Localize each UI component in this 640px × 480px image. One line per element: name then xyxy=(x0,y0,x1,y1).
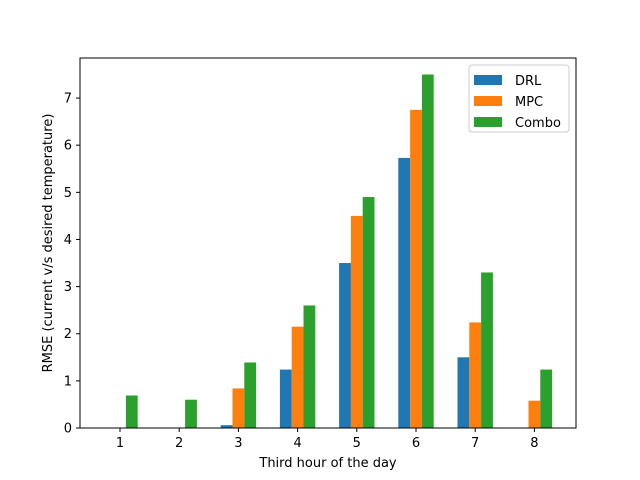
bar-combo-3 xyxy=(244,362,257,428)
y-tick-label-3: 3 xyxy=(64,280,72,295)
bar-drl-4 xyxy=(279,369,292,428)
bar-mpc-8 xyxy=(528,400,541,428)
bar-drl-6 xyxy=(398,157,411,429)
y-axis: 0 1 2 3 4 5 6 7 xyxy=(64,92,80,437)
y-tick-label-2: 2 xyxy=(64,327,72,342)
bar-combo-6 xyxy=(421,74,434,428)
bar-combo-2 xyxy=(185,399,197,428)
y-tick-label-7: 7 xyxy=(64,92,72,107)
x-tick-label-2: 2 xyxy=(175,436,183,451)
y-tick-label-5: 5 xyxy=(64,186,72,201)
plot-frame xyxy=(79,57,577,429)
y-axis-label: RMSE (current v/s desired temperature) xyxy=(41,114,56,373)
legend-label-drl: DRL xyxy=(515,74,542,89)
x-axis-label: Third hour of the day xyxy=(258,456,397,471)
x-tick-label-6: 6 xyxy=(412,436,420,451)
x-tick-label-8: 8 xyxy=(530,436,538,451)
legend-swatch-drl xyxy=(474,75,502,85)
x-tick-label-7: 7 xyxy=(471,436,479,451)
bar-drl-3 xyxy=(220,425,233,428)
bar-drl-5 xyxy=(339,263,351,428)
bar-combo-7 xyxy=(481,272,493,428)
y-tick-label-0: 0 xyxy=(64,422,72,437)
legend-swatch-combo xyxy=(474,117,502,127)
bar-mpc-7 xyxy=(469,322,482,428)
legend-label-mpc: MPC xyxy=(515,95,543,110)
bar-combo-4 xyxy=(303,305,316,428)
x-axis: 1 2 3 4 5 6 7 8 xyxy=(116,428,539,451)
bar-combo-1 xyxy=(125,395,138,428)
legend-label-combo: Combo xyxy=(515,116,561,131)
bar-mpc-3 xyxy=(232,388,245,428)
x-tick-label-4: 4 xyxy=(293,436,301,451)
y-tick-label-4: 4 xyxy=(64,233,72,248)
legend-swatch-mpc xyxy=(474,96,502,106)
x-tick-label-3: 3 xyxy=(234,436,242,451)
bar-drl-7 xyxy=(457,357,470,428)
x-tick-label-5: 5 xyxy=(353,436,361,451)
bar-mpc-6 xyxy=(410,109,422,428)
legend: DRL MPC Combo xyxy=(468,64,570,133)
bars-layer xyxy=(125,74,553,429)
x-tick-label-1: 1 xyxy=(116,436,124,451)
bar-combo-5 xyxy=(362,197,375,428)
y-tick-label-6: 6 xyxy=(64,139,72,154)
bar-combo-8 xyxy=(540,369,553,428)
bar-mpc-4 xyxy=(291,326,304,428)
y-tick-label-1: 1 xyxy=(64,374,72,389)
bar-mpc-5 xyxy=(350,215,363,428)
